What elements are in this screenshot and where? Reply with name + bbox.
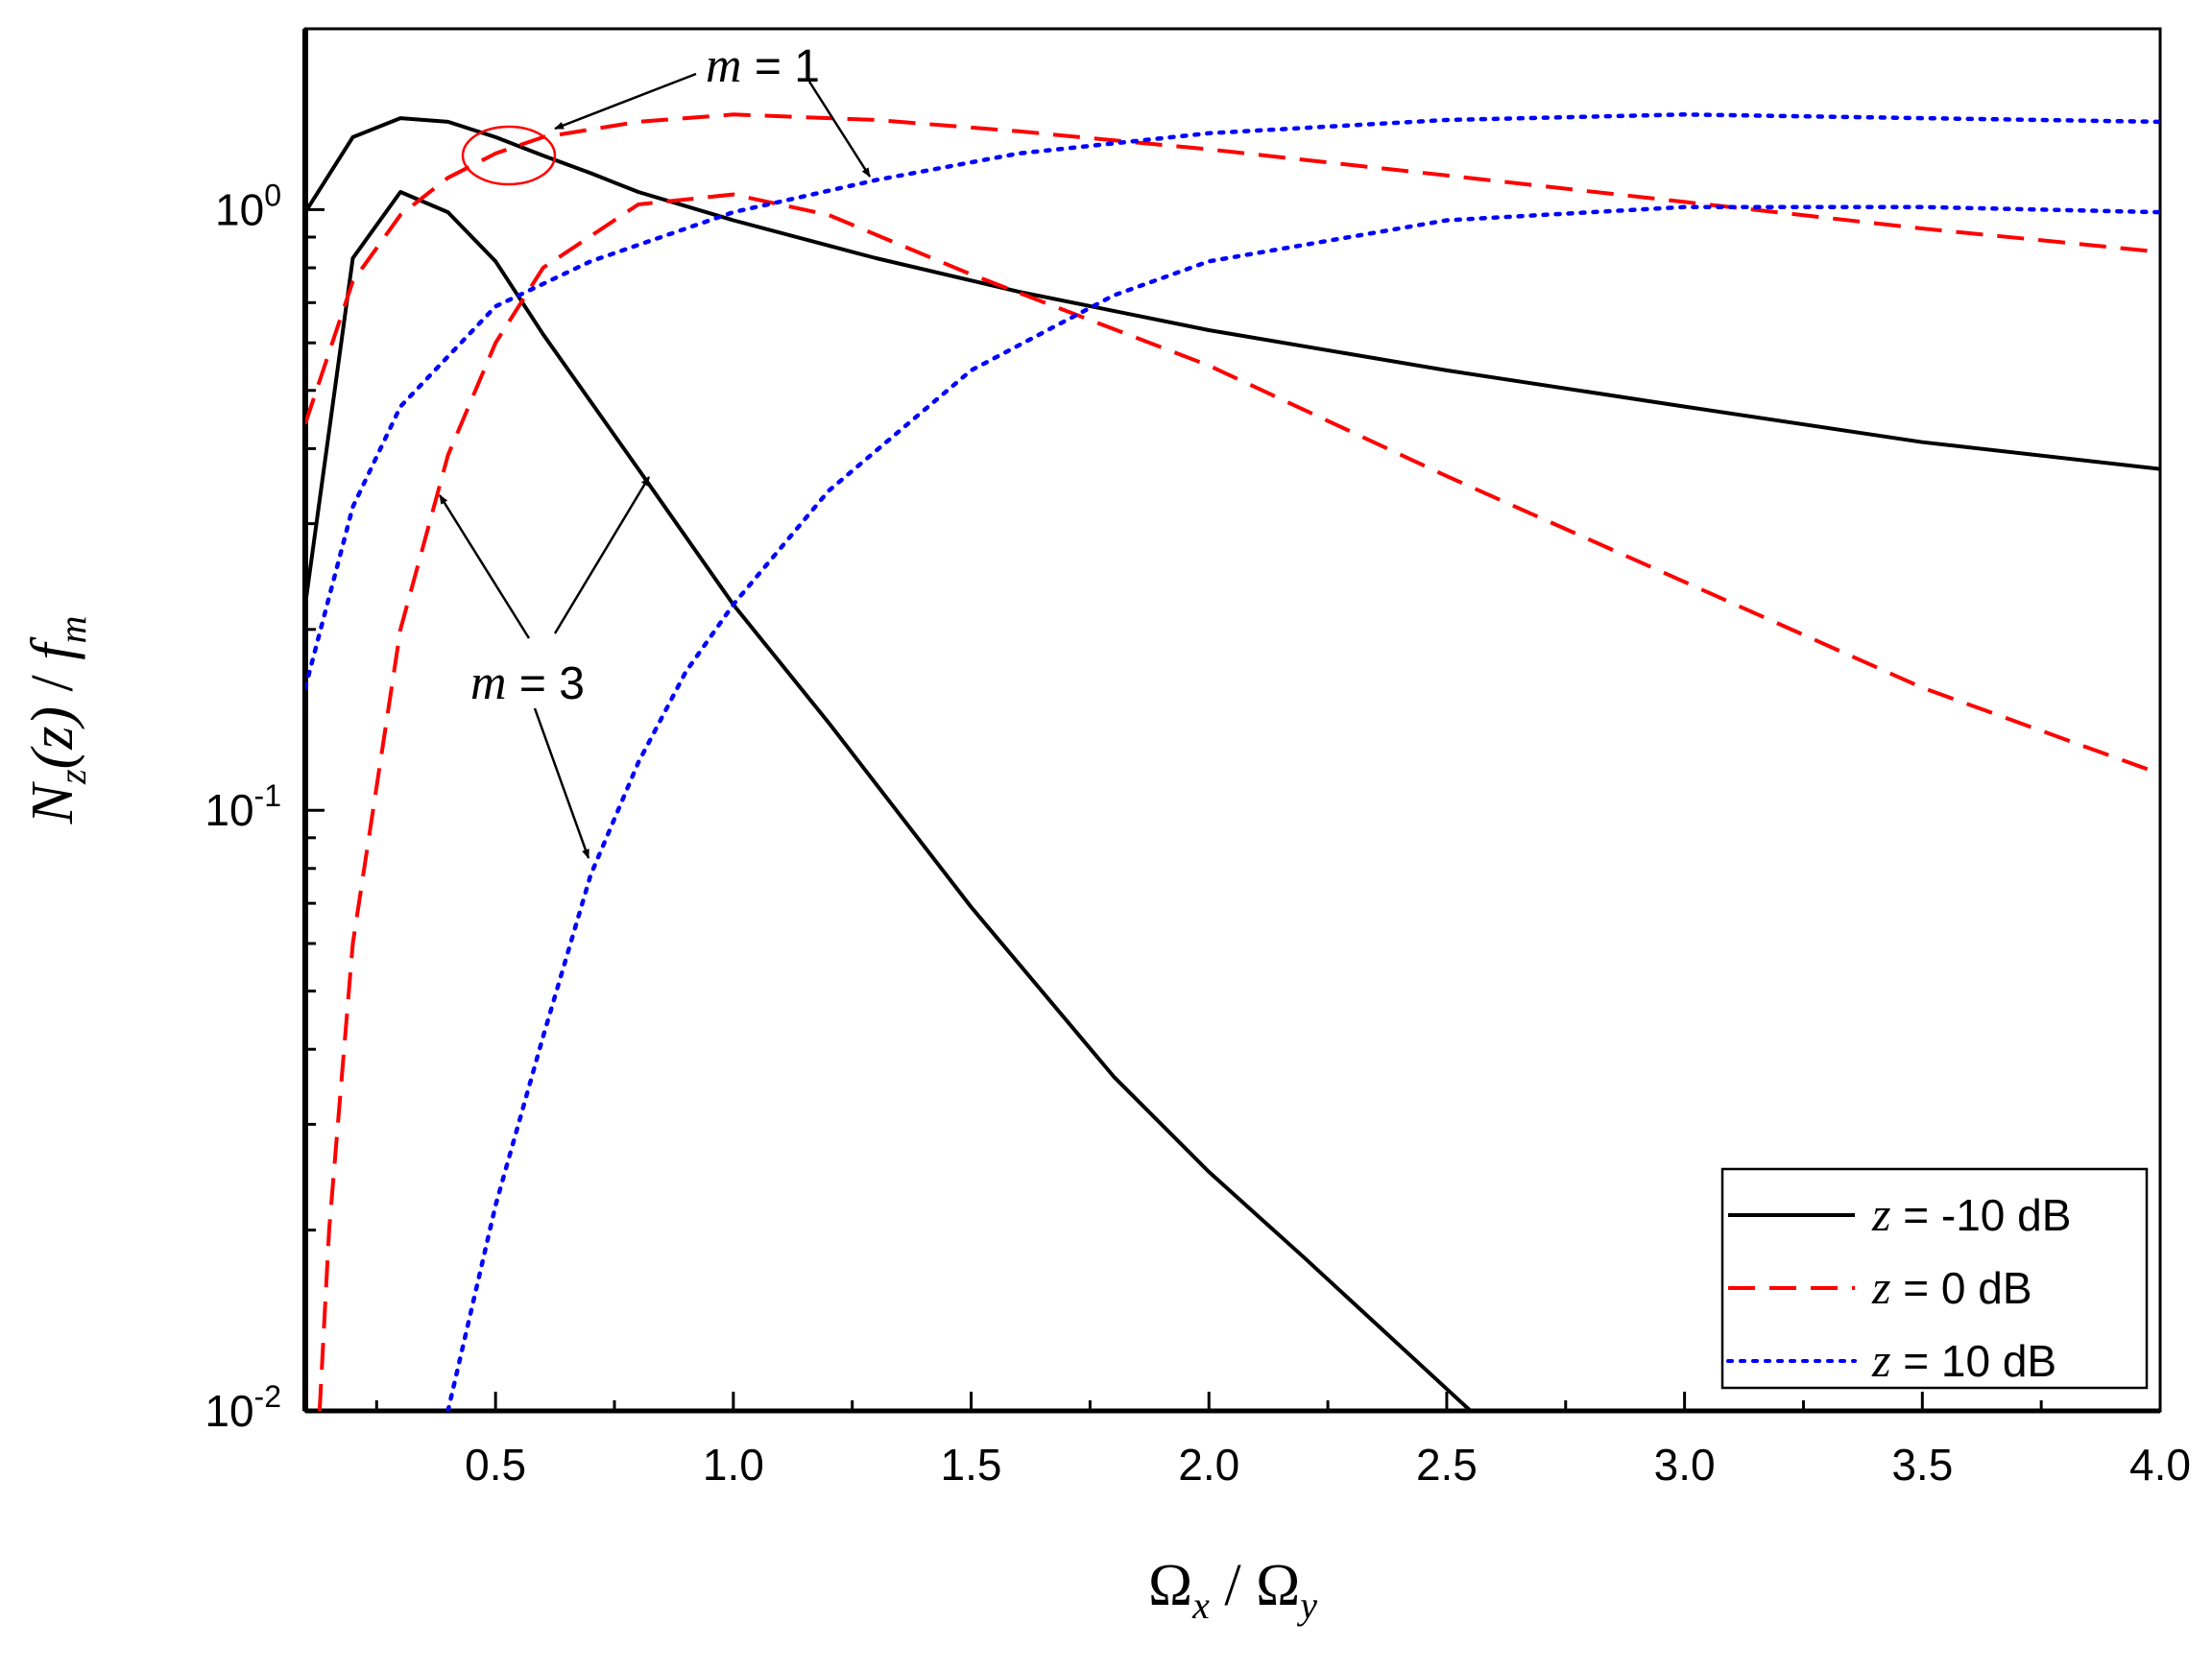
- series-layer: [305, 112, 2160, 1411]
- annotation-m1-arrow-right: [807, 81, 872, 178]
- series-line-solid-m1: [305, 116, 2160, 471]
- annotation-circle: [461, 125, 557, 186]
- annotation-m1-arrow-left: [554, 72, 697, 131]
- x-tick-label: 3.0: [1654, 1440, 1716, 1490]
- x-tick-label: 1.0: [703, 1440, 764, 1490]
- x-tick-label: 0.5: [465, 1440, 526, 1490]
- annotation-m3-arrow-upleft: [438, 494, 531, 639]
- x-tick-label: 3.5: [1891, 1440, 1953, 1490]
- axis-ticks: 0.5 1.0 1.5 2.0 2.5 3.0 3.5 4.0 100 10-1 10-2: [204, 27, 2191, 1490]
- y-axis-sub-m: m: [51, 616, 94, 644]
- y-axis-n: N: [20, 780, 85, 824]
- y-tick-label: 10-2: [204, 1379, 281, 1436]
- x-tick-label: 4.0: [2129, 1440, 2191, 1490]
- annotation-m3: m = 3: [438, 476, 651, 859]
- series-line-solid-m3: [305, 190, 1473, 1411]
- x-axis-sub-y: y: [1296, 1584, 1317, 1627]
- annotation-m1-text: m = 1: [706, 38, 820, 93]
- series-line-dashed-m3: [317, 192, 2160, 1411]
- annotation-m1-var: m: [706, 38, 742, 93]
- annotation-m3-label: = 3: [507, 658, 585, 709]
- y-tick-label: 100: [215, 178, 281, 234]
- legend-label: z = 10 dB: [1871, 1333, 2056, 1387]
- series-line-dashed-m1: [305, 112, 2160, 425]
- y-tick-label: 10-1: [204, 778, 281, 835]
- legend-label: z = 0 dB: [1871, 1260, 2032, 1314]
- y-axis-arg: (z): [20, 706, 85, 769]
- x-tick-label: 2.5: [1416, 1440, 1478, 1490]
- series-line-dotted-m3: [445, 204, 2160, 1411]
- x-axis-sep: /: [1210, 1553, 1256, 1618]
- series-line-dotted-m1: [305, 112, 2160, 690]
- annotation-m3-arrow-upright: [553, 476, 651, 634]
- x-axis-title: Ωx / Ωy: [1148, 1553, 1317, 1627]
- legend-box: [1720, 1167, 2149, 1390]
- y-axis-sep: /: [20, 660, 85, 706]
- annotation-m1-label: = 1: [742, 41, 820, 92]
- y-axis-sub-z: z: [51, 769, 94, 785]
- y-axis-title: Nz(z) / fm: [20, 616, 94, 825]
- x-axis-omega-2: Ω: [1256, 1553, 1300, 1618]
- legend-label: z = -10 dB: [1871, 1187, 2071, 1241]
- x-tick-label: 2.0: [1178, 1440, 1239, 1490]
- annotation-m3-arrow-down: [533, 707, 590, 859]
- annotation-m3-var: m: [470, 656, 507, 710]
- x-tick-label: 1.5: [941, 1440, 1002, 1490]
- annotation-m3-text: m = 3: [470, 656, 585, 710]
- x-axis-omega-1: Ω: [1148, 1553, 1192, 1618]
- x-axis-sub-x: x: [1191, 1584, 1210, 1627]
- legend: z = -10 dB z = 0 dB z = 10 dB: [1720, 1167, 2149, 1390]
- annotation-m1: m = 1: [461, 38, 872, 186]
